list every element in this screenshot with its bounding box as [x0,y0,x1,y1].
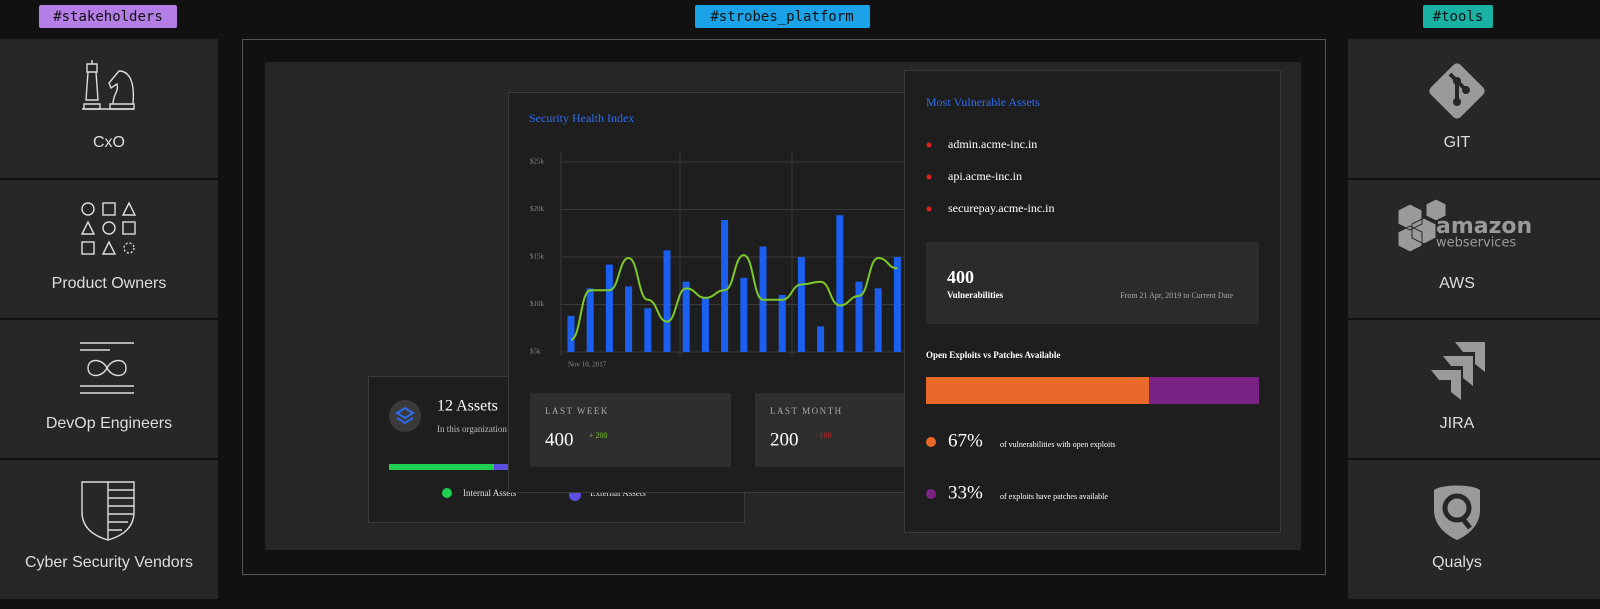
devops-icon [80,342,134,394]
assets-icon [389,400,421,432]
aws-icon: amazon webservices [1397,198,1532,253]
y-tick-label: $10k [530,300,545,308]
shapes-icon [80,201,137,255]
aws-logo-text: webservices [1436,236,1516,251]
legend-dot [926,437,936,447]
cell [0,320,218,458]
bar [644,308,652,352]
vulnerable-title: Most Vulnerable Assets [926,95,1040,109]
exploit-description: of vulnerabilities with open exploits [1000,440,1116,449]
bar [586,288,594,352]
tool-label: Qualys [1432,554,1482,571]
bar [855,281,863,352]
y-tick-label: $25k [530,158,545,166]
legend-label: Internal Assets [463,488,517,498]
exploits-chart: 67% of vulnerabilities with open exploits… [926,377,1259,503]
vuln-count: 400 [947,267,974,287]
security-card: Security Health Index $5k $10k $15k $20k $25… [508,92,929,493]
stakeholder-label: Cyber Security Vendors [25,554,193,571]
bar [797,257,805,352]
assets-icon [395,406,415,425]
tools-column: GIT AWS JIRA Qualys amazon webservices [1348,39,1600,599]
bar [740,277,748,352]
tag-bg [695,5,870,28]
stat-label: LAST MONTH [770,406,843,416]
y-tick-label: $5k [530,348,541,356]
stat-label: LAST WEEK [545,406,609,416]
bar [663,250,671,352]
bar [682,281,690,352]
bar [778,295,786,352]
bar [605,264,613,352]
vulnerable-card: Most Vulnerable Assets admin.acme-inc.in… [904,70,1281,533]
assets-title: 12 Assets [437,398,498,415]
vuln-box [926,242,1259,324]
stat-box [755,393,925,467]
aws-logo-text: amazon [1436,214,1532,239]
bullet [926,174,932,180]
tool-label: AWS [1439,275,1475,292]
stakeholder-label: DevOp Engineers [46,415,172,432]
y-tick-label: $20k [530,205,545,213]
exploit-segment [1149,377,1259,404]
exploit-description: of exploits have patches available [1000,492,1108,501]
tag-bg [1423,5,1493,28]
chart: $5k $10k $15k $20k $25k Nov 10, 2017 [530,158,905,369]
stat-change: - 100 [815,431,832,440]
jira-icon [1431,342,1485,400]
stakeholders-tag: #stakeholders [53,9,163,25]
tool-label: JIRA [1440,415,1475,432]
bar [567,315,575,352]
bar [625,286,633,352]
platform-tag: #strobes_platform [710,9,853,25]
legend-dot [926,489,936,499]
vuln-label: Vulnerabilities [947,290,1004,300]
bar [721,219,729,352]
cell [1348,180,1600,318]
bar [701,296,709,352]
cell [0,180,218,318]
tools-tag: #tools [1433,9,1484,25]
stakeholders-column: CxO Product Owners DevOp Engineers Cyber… [0,39,218,599]
legend-label: External Assets [590,488,646,498]
assets-subtitle: In this organization [437,424,507,434]
vuln-period: From 21 Apr, 2019 to Current Date [1120,291,1233,300]
exploit-percent: 33% [948,482,983,503]
bar [817,326,825,352]
git-icon [1429,63,1485,119]
y-tick-label: $15k [530,253,545,261]
asset-item: api.acme-inc.in [948,169,1022,183]
asset-item: securepay.acme-inc.in [948,201,1055,215]
asset-item: admin.acme-inc.in [948,137,1037,151]
cell [1348,460,1600,599]
exploit-segment [926,377,1150,404]
shield-icon [81,481,135,541]
exploits-title: Open Exploits vs Patches Available [926,350,1060,360]
cell [1348,320,1600,458]
stat-value: 200 [770,429,799,450]
line [570,254,898,341]
assets-bar [389,464,494,470]
bullet [926,142,932,148]
stat-change: + 200 [589,431,608,440]
chart-title: Security Health Index [529,111,634,125]
x-tick-label: Nov 10, 2017 [568,361,607,369]
stakeholder-label: CxO [93,134,125,151]
tool-label: GIT [1444,134,1471,151]
grid-line-x [560,152,793,356]
stat-box [530,393,731,467]
tag-bg [39,5,177,28]
exploit-percent: 67% [948,430,983,451]
bullet [926,206,932,212]
bar [874,288,882,352]
stakeholder-label: Product Owners [52,275,167,292]
legend-dot [442,488,452,498]
cell [1348,39,1600,178]
chess-icon [82,60,135,110]
bar [893,257,901,352]
stat-value: 400 [545,429,574,450]
qualys-icon [1434,485,1480,540]
bar [836,215,844,352]
